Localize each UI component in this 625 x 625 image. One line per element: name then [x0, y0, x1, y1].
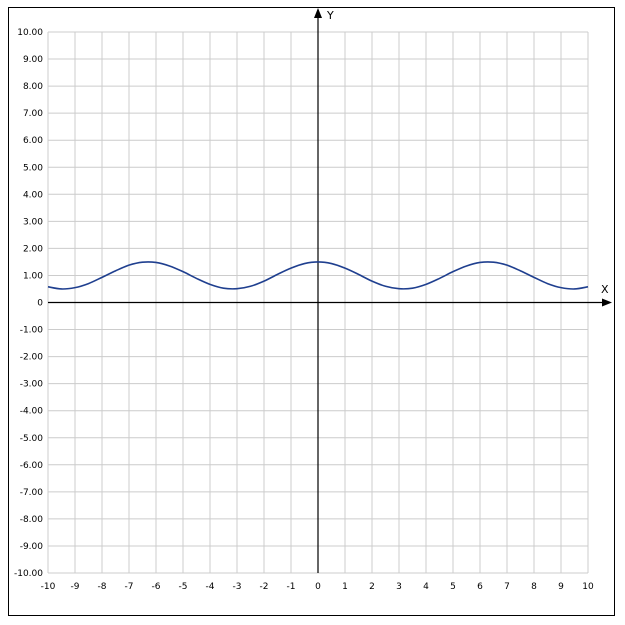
- x-tick-label: 1: [342, 582, 348, 592]
- x-tick-label: 6: [477, 582, 483, 592]
- x-tick-label: 10: [582, 582, 594, 592]
- y-tick-label: 5.00: [23, 163, 43, 173]
- x-tick-label: -7: [125, 582, 134, 592]
- y-tick-label: 4.00: [23, 190, 43, 200]
- x-tick-label: 0: [315, 582, 321, 592]
- y-tick-label: -3.00: [20, 380, 44, 390]
- series-layer: [47, 261, 589, 290]
- x-tick-label: -10: [41, 582, 56, 592]
- x-axis-label: X: [601, 283, 609, 296]
- x-tick-label: 5: [450, 582, 456, 592]
- x-tick-label: -1: [287, 582, 296, 592]
- x-tick-label: -5: [179, 582, 188, 592]
- y-tick-label: 3.00: [23, 217, 43, 227]
- y-tick-label: 0: [37, 299, 43, 309]
- x-tick-label: 7: [504, 582, 510, 592]
- x-tick-label: 3: [396, 582, 402, 592]
- tick-labels: -10 -9 -8 -7 -6 -5 -4 -3 -2 -1 0 1 2 3 4 5 6 7 8 9 1010.009.…: [14, 28, 594, 592]
- x-tick-label: 2: [369, 582, 375, 592]
- x-tick-label: 8: [531, 582, 537, 592]
- y-tick-label: 1.00: [23, 271, 43, 281]
- y-tick-label: 10.00: [17, 28, 43, 38]
- y-tick-label: -10.00: [14, 569, 43, 579]
- y-tick-label: -6.00: [20, 461, 44, 471]
- y-tick-label: 6.00: [23, 136, 43, 146]
- x-tick-label: -9: [71, 582, 80, 592]
- chart-frame: [8, 7, 615, 616]
- x-tick-label: -6: [152, 582, 161, 592]
- y-axis-label: Y: [326, 9, 334, 22]
- series-line: [47, 261, 589, 290]
- x-tick-label: -4: [206, 582, 215, 592]
- y-tick-label: -2.00: [20, 353, 44, 363]
- y-tick-label: 7.00: [23, 109, 43, 119]
- axes: [48, 8, 612, 573]
- y-tick-label: -5.00: [20, 434, 44, 444]
- x-tick-label: -3: [233, 582, 242, 592]
- y-tick-label: 8.00: [23, 82, 43, 92]
- x-axis-arrow: [602, 298, 612, 307]
- y-tick-label: -4.00: [20, 407, 44, 417]
- x-tick-label: -2: [260, 582, 269, 592]
- x-tick-label: 4: [423, 582, 429, 592]
- y-axis-arrow: [314, 8, 322, 18]
- y-tick-label: -7.00: [20, 488, 44, 498]
- x-tick-label: 9: [558, 582, 564, 592]
- y-tick-label: -8.00: [20, 515, 44, 525]
- y-tick-label: 2.00: [23, 244, 43, 254]
- y-tick-label: -1.00: [20, 326, 44, 336]
- y-tick-label: 9.00: [23, 55, 43, 65]
- y-tick-label: -9.00: [20, 542, 44, 552]
- x-tick-label: -8: [98, 582, 107, 592]
